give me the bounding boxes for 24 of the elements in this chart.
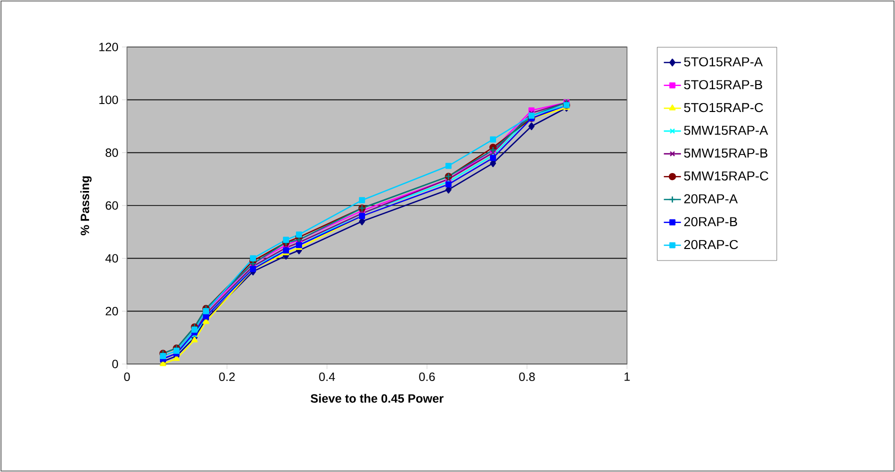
- y-tick-label: 80: [106, 148, 118, 157]
- y-tick-label: 60: [106, 201, 118, 210]
- legend-label: 5TO15RAP-B: [684, 80, 762, 90]
- x-tick-label: 0.4: [319, 372, 335, 382]
- x-tick-label: 0: [124, 372, 130, 382]
- legend-label: 20RAP-C: [684, 240, 738, 250]
- legend-label: 20RAP-B: [684, 217, 738, 226]
- y-axis-title: % Passing: [80, 176, 92, 236]
- legend-label: 5TO15RAP-A: [684, 57, 763, 66]
- x-tick-label: 1: [624, 372, 630, 381]
- legend-label: 5TO15RAP-C: [684, 102, 764, 112]
- x-tick-label: 0.6: [419, 372, 435, 382]
- x-tick-label: 0.2: [219, 372, 235, 382]
- legend-label: 5MW15RAP-B: [684, 148, 768, 158]
- legend-label: 5MW15RAP-A: [684, 126, 768, 135]
- y-tick-label: 40: [105, 254, 118, 263]
- x-tick-label: 0.8: [519, 372, 535, 382]
- y-tick-label: 100: [99, 96, 118, 104]
- legend-label: 5MW15RAP-C: [684, 171, 768, 181]
- legend-label: 20RAP-A: [684, 194, 738, 204]
- y-tick-label: 20: [106, 306, 118, 316]
- y-tick-label: 120: [99, 42, 118, 52]
- y-tick-label: 0: [112, 360, 118, 368]
- x-axis-title: Sieve to the 0.45 Power: [310, 394, 444, 403]
